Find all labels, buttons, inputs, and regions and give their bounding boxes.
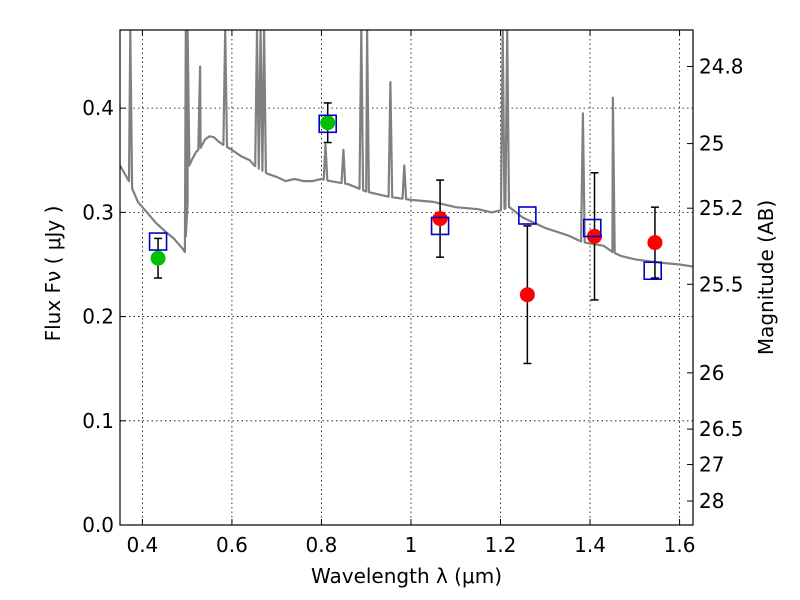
spectrum-layer [120,30,693,268]
model-photometry-square [148,232,168,251]
y2-axis-label: Magnitude (AB) [754,200,778,355]
y-tick-label: 0.0 [82,513,114,537]
model-photometry-square [643,261,663,281]
data-point [432,211,448,227]
y2-tick-label: 27 [699,453,724,477]
points-layer [148,102,663,365]
x-tick-label: 1.6 [664,533,696,557]
grid-layer [120,30,693,526]
y2-tick-label: 28 [699,489,724,513]
y2-tick-label: 25.2 [699,196,744,220]
y-tick-label: 0.2 [82,305,114,329]
data-point [519,287,535,303]
model-photometry-square [318,114,338,134]
y-axis-label: Flux Fν ( μJy ) [41,206,65,342]
x-tick-label: 1.4 [574,533,606,557]
y2-tick-label: 24.8 [699,54,744,78]
y2-tick-label: 25 [699,132,724,156]
x-axis-label: Wavelength λ (μm) [311,564,502,588]
model-spectrum-line [120,30,693,268]
x-tick-label: 1 [405,533,418,557]
y2-tick-label: 26.5 [699,417,744,441]
data-point [647,235,663,251]
model-photometry-square [430,216,450,236]
y-tick-label: 0.1 [82,409,114,433]
x-tick-label: 0.4 [126,533,158,557]
data-point [320,115,336,131]
x-tick-label: 0.8 [306,533,338,557]
y2-tick-label: 25.5 [699,272,744,296]
x-tick-label: 1.2 [485,533,517,557]
data-point [150,250,166,266]
y-tick-label: 0.3 [82,200,114,224]
model-photometry-square [518,206,537,225]
model-photometry-square [582,218,602,238]
x-tick-label: 0.6 [216,533,248,557]
ticks-layer: 0.4 0.6 0.8 1 1.2 1.4 1.6 0.0 0.1 0.2 0.3 0.4 24.8 25… [82,30,744,557]
plot-frame [119,29,694,526]
y2-tick-label: 26 [699,361,724,385]
y-tick-label: 0.4 [82,96,114,120]
